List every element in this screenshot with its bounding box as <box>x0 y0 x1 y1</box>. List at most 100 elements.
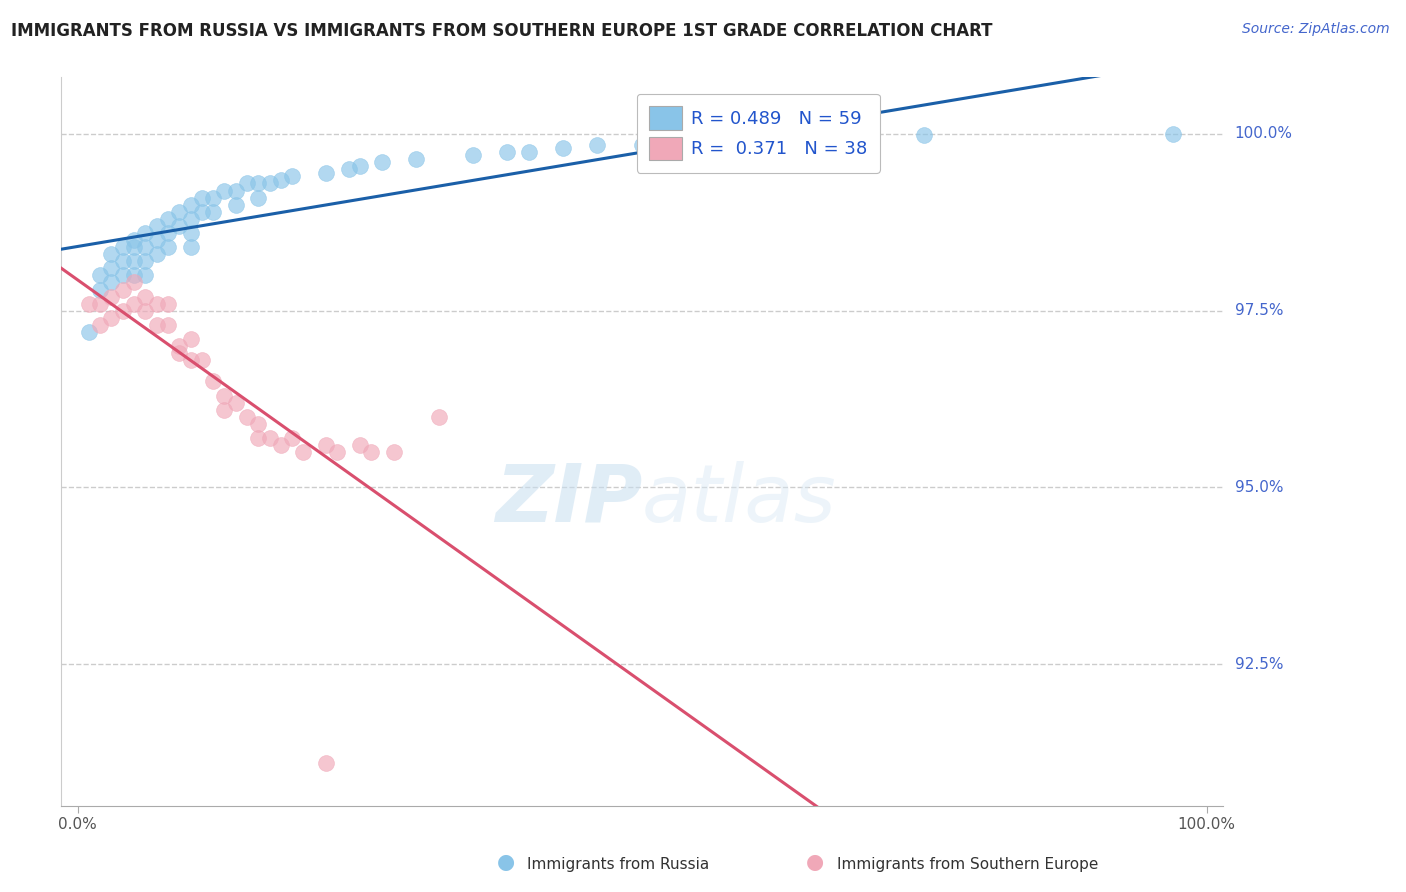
Text: Source: ZipAtlas.com: Source: ZipAtlas.com <box>1241 22 1389 37</box>
Point <box>800 130 823 145</box>
Point <box>270 173 292 187</box>
Point <box>281 431 304 445</box>
Text: IMMIGRANTS FROM RUSSIA VS IMMIGRANTS FROM SOUTHERN EUROPE 1ST GRADE CORRELATION : IMMIGRANTS FROM RUSSIA VS IMMIGRANTS FRO… <box>11 22 993 40</box>
Point <box>111 240 134 254</box>
Point <box>179 240 201 254</box>
Point <box>744 133 766 147</box>
Point <box>292 445 315 459</box>
Point <box>281 169 304 184</box>
Point <box>122 268 145 283</box>
Point <box>167 346 190 360</box>
Point <box>179 332 201 346</box>
Point <box>111 283 134 297</box>
Text: ZIP: ZIP <box>495 461 643 539</box>
Point <box>551 141 574 155</box>
Point <box>214 388 236 402</box>
Text: 97.5%: 97.5% <box>1234 303 1284 318</box>
Point <box>100 276 122 290</box>
Point <box>1161 127 1184 141</box>
Point <box>134 303 156 318</box>
Point <box>167 339 190 353</box>
Point <box>100 290 122 304</box>
Point <box>912 128 935 143</box>
Point <box>214 402 236 417</box>
Text: Immigrants from Southern Europe: Immigrants from Southern Europe <box>837 857 1098 872</box>
Point <box>405 152 427 166</box>
Text: ●: ● <box>498 853 515 872</box>
Point <box>236 409 259 424</box>
Point <box>156 226 179 240</box>
Point <box>270 438 292 452</box>
Point <box>247 417 270 431</box>
Point <box>111 268 134 283</box>
Point <box>259 431 281 445</box>
Point <box>77 325 100 339</box>
Text: 100.0%: 100.0% <box>1234 127 1292 142</box>
Point <box>315 166 337 180</box>
Point <box>134 268 156 283</box>
Point <box>167 204 190 219</box>
Point <box>349 159 371 173</box>
Point <box>337 162 360 177</box>
Point <box>427 409 450 424</box>
Point <box>89 318 111 332</box>
Point <box>382 445 405 459</box>
Point <box>145 233 167 247</box>
Point <box>371 155 394 169</box>
Point <box>100 247 122 261</box>
Point <box>225 197 247 211</box>
Point <box>77 296 100 310</box>
Point <box>191 191 214 205</box>
Text: atlas: atlas <box>643 461 837 539</box>
Point <box>247 191 270 205</box>
Point <box>247 431 270 445</box>
Point <box>495 145 517 159</box>
Legend: R = 0.489   N = 59, R =  0.371   N = 38: R = 0.489 N = 59, R = 0.371 N = 38 <box>637 94 880 173</box>
Point <box>167 219 190 233</box>
Point <box>699 134 721 148</box>
Point <box>517 145 540 159</box>
Point <box>100 261 122 276</box>
Point <box>631 137 654 152</box>
Point <box>156 318 179 332</box>
Point <box>122 254 145 268</box>
Point <box>191 204 214 219</box>
Point <box>360 445 382 459</box>
Point <box>134 290 156 304</box>
Point <box>349 438 371 452</box>
Point <box>179 353 201 368</box>
Point <box>315 756 337 771</box>
Point <box>134 240 156 254</box>
Point <box>586 137 609 152</box>
Point <box>236 177 259 191</box>
Point <box>247 177 270 191</box>
Point <box>202 191 225 205</box>
Point <box>111 254 134 268</box>
Point <box>191 353 214 368</box>
Point <box>856 130 879 145</box>
Point <box>122 296 145 310</box>
Point <box>179 211 201 226</box>
Point <box>259 177 281 191</box>
Point <box>89 296 111 310</box>
Point <box>461 148 484 162</box>
Point <box>122 276 145 290</box>
Point <box>145 219 167 233</box>
Point <box>111 303 134 318</box>
Point <box>156 296 179 310</box>
Point <box>145 318 167 332</box>
Text: 95.0%: 95.0% <box>1234 480 1284 495</box>
Text: 92.5%: 92.5% <box>1234 657 1284 672</box>
Point <box>202 375 225 389</box>
Point <box>156 211 179 226</box>
Point <box>156 240 179 254</box>
Point <box>326 445 349 459</box>
Point <box>214 184 236 198</box>
Point <box>100 310 122 325</box>
Point <box>134 254 156 268</box>
Point <box>122 233 145 247</box>
Point <box>315 438 337 452</box>
Point <box>179 197 201 211</box>
Point <box>202 204 225 219</box>
Point <box>145 247 167 261</box>
